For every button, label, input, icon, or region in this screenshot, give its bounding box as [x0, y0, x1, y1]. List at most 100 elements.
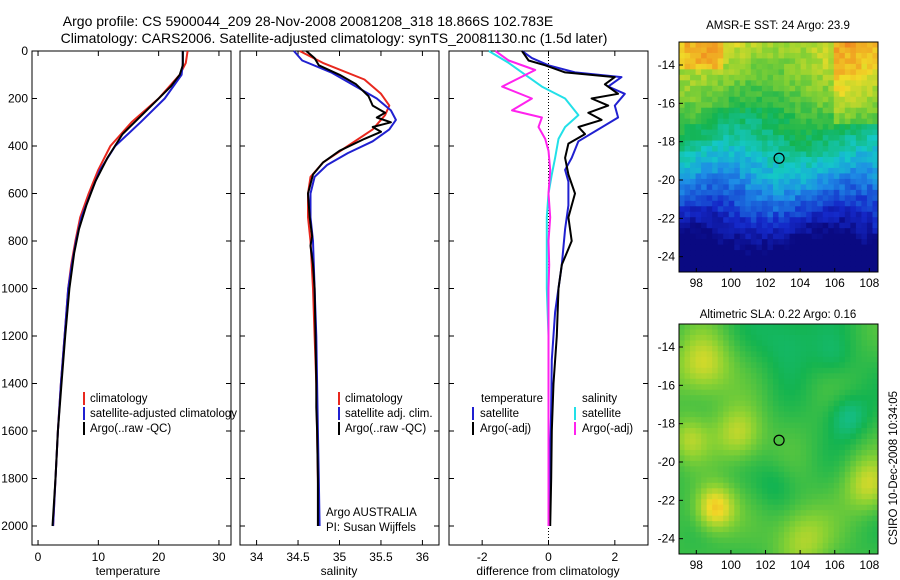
heatmap-cell: [789, 340, 796, 347]
heatmap-cell: [772, 206, 780, 213]
heatmap-cell: [872, 118, 878, 125]
heatmap-cell: [690, 351, 697, 358]
heatmap-cell: [833, 189, 840, 196]
heatmap-cell: [701, 378, 708, 385]
heatmap-cell: [690, 135, 697, 142]
heatmap-cell: [817, 411, 824, 418]
heatmap-cell: [784, 482, 791, 489]
heatmap-cell: [772, 548, 780, 554]
heatmap-cell: [679, 211, 686, 218]
heatmap-cell: [734, 58, 741, 65]
heatmap-cell: [806, 389, 813, 396]
heatmap-cell: [784, 195, 791, 202]
heatmap-cell: [701, 449, 708, 457]
heatmap-cell: [679, 102, 686, 109]
heatmap-cell: [750, 477, 757, 484]
heatmap-cell: [723, 362, 730, 369]
heatmap-cell: [739, 455, 746, 462]
heatmap-cell: [767, 42, 774, 49]
heatmap-cell: [795, 222, 802, 229]
heatmap-cell: [850, 449, 857, 457]
heatmap-cell: [822, 329, 829, 336]
heatmap-cell: [784, 63, 791, 70]
heatmap-cell: [866, 118, 874, 125]
heatmap-cell: [701, 184, 708, 191]
heatmap-cell: [839, 129, 846, 136]
heatmap-cell: [822, 113, 829, 120]
heatmap-cell: [706, 200, 713, 207]
heatmap-cell: [778, 521, 785, 528]
heatmap-cell: [750, 228, 757, 235]
heatmap-cell: [712, 444, 719, 451]
heatmap-cell: [701, 206, 708, 213]
heatmap-cell: [789, 373, 796, 380]
heatmap-cell: [690, 239, 697, 246]
heatmap-cell: [795, 422, 802, 429]
heatmap-cell: [739, 239, 746, 246]
heatmap-cell: [761, 80, 769, 87]
heatmap-cell: [855, 411, 863, 418]
heatmap-cell: [861, 455, 868, 462]
heatmap-cell: [739, 261, 746, 268]
heatmap-cell: [756, 324, 763, 331]
heatmap-cell: [800, 537, 807, 544]
heatmap-cell: [690, 42, 697, 49]
heatmap-cell: [822, 157, 829, 164]
heatmap-cell: [828, 113, 835, 120]
heatmap-cell: [695, 233, 702, 240]
heatmap-cell: [833, 543, 840, 550]
heatmap-cell: [712, 173, 719, 180]
heatmap-cell: [695, 439, 702, 446]
heatmap-cell: [850, 439, 857, 446]
heatmap-cell: [806, 146, 813, 153]
heatmap-cell: [833, 63, 840, 70]
heatmap-cell: [706, 217, 713, 224]
heatmap-cell: [750, 222, 757, 229]
heatmap-cell: [739, 406, 746, 413]
heatmap-cell: [756, 266, 763, 272]
heatmap-cell: [800, 417, 807, 424]
heatmap-cell: [712, 510, 719, 517]
heatmap-cell: [772, 124, 780, 131]
heatmap-cell: [701, 477, 708, 484]
heatmap-cell: [800, 107, 807, 114]
heatmap-cell: [750, 532, 757, 539]
heatmap-cell: [712, 129, 719, 136]
argo-credit-line2: PI: Susan Wijffels: [326, 522, 416, 534]
heatmap-cell: [778, 80, 785, 87]
heatmap-cell: [717, 222, 724, 229]
heatmap-cell: [866, 52, 874, 60]
heatmap-cell: [739, 460, 746, 467]
heatmap-cell: [795, 356, 802, 363]
heatmap-cell: [872, 47, 878, 54]
heatmap-cell: [761, 526, 769, 533]
heatmap-cell: [739, 162, 746, 169]
heatmap-cell: [855, 449, 863, 457]
heatmap-cell: [833, 113, 840, 120]
heatmap-cell: [817, 417, 824, 424]
heatmap-cell: [717, 477, 724, 484]
heatmap-cell: [767, 200, 774, 207]
heatmap-cell: [833, 140, 840, 147]
heatmap-cell: [712, 211, 719, 218]
heatmap-cell: [706, 532, 713, 539]
heatmap-cell: [745, 211, 752, 218]
heatmap-cell: [817, 384, 824, 391]
heatmap-cell: [734, 537, 741, 544]
heatmap-cell: [772, 52, 780, 60]
heatmap-cell: [806, 266, 813, 272]
heatmap-cell: [756, 91, 763, 98]
heatmap-cell: [800, 406, 807, 413]
y-tick-label: -20: [658, 455, 676, 469]
heatmap-cell: [723, 324, 730, 331]
heatmap-cell: [822, 63, 829, 70]
heatmap-cell: [712, 113, 719, 120]
heatmap-cell: [844, 228, 851, 235]
heatmap-cell: [822, 378, 829, 385]
heatmap-cell: [723, 167, 730, 175]
heatmap-cell: [795, 526, 802, 533]
heatmap-cell: [839, 228, 846, 235]
heatmap-cell: [817, 356, 824, 363]
heatmap-cell: [795, 532, 802, 539]
heatmap-cell: [690, 167, 697, 175]
